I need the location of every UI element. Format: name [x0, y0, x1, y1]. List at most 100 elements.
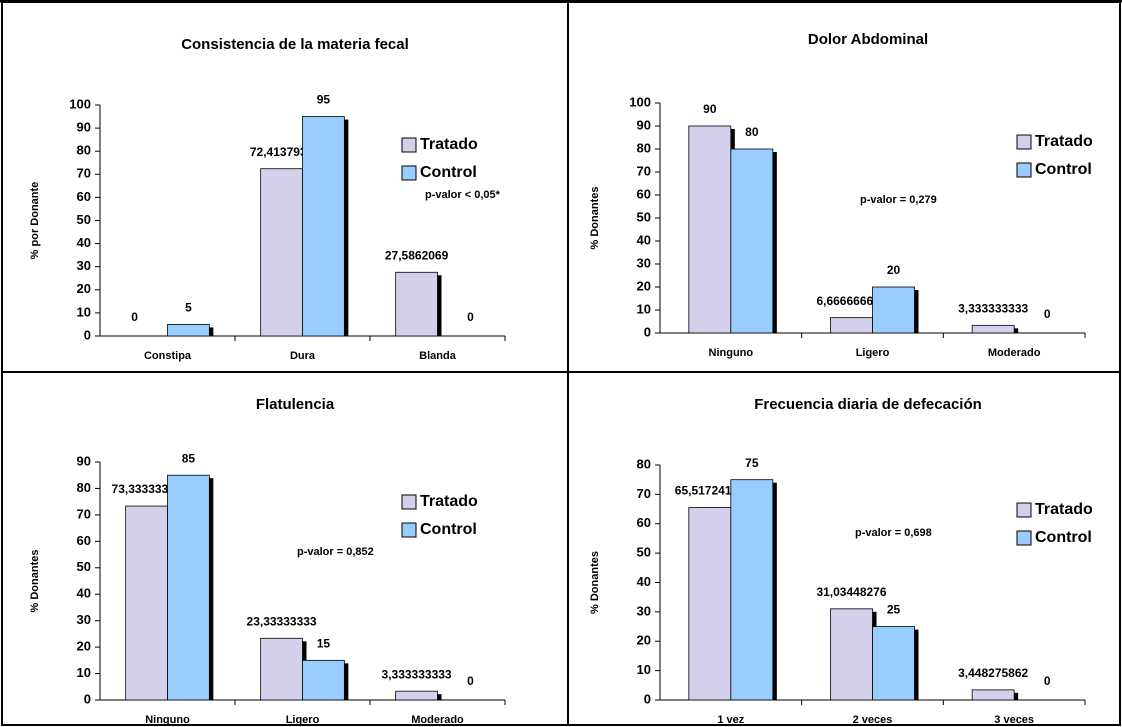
bar: [872, 626, 915, 701]
legend-swatch: [1016, 530, 1032, 546]
y-tick-label: 100: [69, 96, 91, 111]
value-label: 72,4137931: [250, 145, 314, 159]
x-tick-label: Ligero: [286, 714, 320, 726]
value-label: 90: [703, 102, 717, 116]
bar: [971, 689, 1015, 701]
value-label: 0: [1044, 674, 1051, 688]
y-tick-label: 80: [637, 140, 651, 155]
y-tick-label: 40: [77, 235, 91, 250]
y-tick-label: 80: [637, 456, 651, 471]
y-tick-label: 0: [644, 324, 651, 339]
y-tick-label: 0: [644, 691, 651, 706]
x-tick-label: 1 vez: [717, 714, 744, 726]
y-tick-label: 20: [77, 639, 91, 654]
y-tick-label: 50: [637, 209, 651, 224]
y-tick-label: 20: [637, 278, 651, 293]
x-tick-label: Ninguno: [145, 714, 190, 726]
y-tick-label: 70: [637, 486, 651, 501]
bar: [302, 116, 345, 337]
legend-label: Control: [420, 521, 477, 538]
y-tick-label: 60: [77, 189, 91, 204]
y-tick-label: 20: [637, 633, 651, 648]
value-label: 95: [317, 93, 331, 107]
bar: [730, 148, 774, 334]
legend-swatch: [401, 494, 417, 510]
y-tick-label: 10: [77, 304, 91, 319]
y-tick-label: 10: [77, 665, 91, 680]
x-tick-label: Moderado: [411, 714, 464, 726]
legend-swatch: [401, 522, 417, 538]
value-label: 80: [745, 125, 759, 139]
bar: [830, 317, 873, 334]
x-tick-label: Moderado: [988, 347, 1041, 359]
annotation: p-valor = 0,279: [860, 194, 937, 206]
y-tick-label: 70: [77, 506, 91, 521]
value-label: 31,03448276: [816, 585, 886, 599]
y-tick-label: 60: [637, 515, 651, 530]
legend-label: Control: [1035, 529, 1092, 546]
value-label: 73,33333333: [112, 482, 182, 496]
bar: [730, 479, 774, 701]
y-tick-label: 30: [77, 258, 91, 273]
bar: [830, 608, 873, 701]
value-label: 3,333333333: [958, 302, 1028, 316]
legend-label: Tratado: [1035, 133, 1093, 150]
y-tick-label: 80: [77, 480, 91, 495]
legend-swatch: [401, 165, 417, 181]
y-tick-label: 60: [77, 533, 91, 548]
bar: [302, 659, 345, 701]
chart-title: Dolor Abdominal: [808, 31, 928, 48]
y-axis-label: % Donantes: [29, 550, 41, 613]
y-tick-label: 90: [77, 453, 91, 468]
value-label: 5: [185, 301, 192, 315]
y-tick-label: 80: [77, 143, 91, 158]
bar: [688, 507, 732, 701]
panel-border: [567, 371, 1121, 726]
x-tick-label: Constipa: [144, 350, 192, 362]
y-tick-label: 90: [77, 120, 91, 135]
value-label: 20: [887, 263, 901, 277]
y-tick-label: 20: [77, 281, 91, 296]
y-axis-label: % Donantes: [589, 551, 601, 614]
legend-label: Control: [1035, 161, 1092, 178]
y-tick-label: 30: [77, 612, 91, 627]
y-tick-label: 90: [637, 117, 651, 132]
y-tick-label: 0: [84, 327, 91, 342]
y-tick-label: 50: [637, 545, 651, 560]
bar: [971, 324, 1015, 334]
x-tick-label: Ninguno: [709, 347, 754, 359]
legend-swatch: [1016, 502, 1032, 518]
bar: [688, 125, 732, 334]
legend-label: Tratado: [420, 493, 478, 510]
chart-title: Flatulencia: [256, 396, 335, 413]
y-tick-label: 70: [637, 163, 651, 178]
bar: [167, 474, 210, 701]
chart-title: Frecuencia diaria de defecación: [754, 396, 982, 413]
value-label: 0: [467, 310, 474, 324]
y-tick-label: 10: [637, 662, 651, 677]
legend-label: Tratado: [420, 136, 478, 153]
x-tick-label: Ligero: [856, 347, 890, 359]
bar: [395, 690, 438, 701]
bar: [395, 271, 438, 337]
y-tick-label: 30: [637, 255, 651, 270]
y-tick-label: 50: [77, 559, 91, 574]
value-label: 23,33333333: [247, 614, 317, 628]
value-label: 3,448275862: [958, 666, 1028, 680]
legend-label: Tratado: [1035, 501, 1093, 518]
legend-swatch: [401, 137, 417, 153]
value-label: 3,333333333: [382, 667, 452, 681]
value-label: 27,5862069: [385, 248, 449, 262]
value-label: 0: [131, 310, 138, 324]
y-tick-label: 40: [637, 232, 651, 247]
y-axis-label: % por Donante: [29, 182, 41, 260]
y-tick-label: 100: [629, 94, 651, 109]
chart-title: Consistencia de la materia fecal: [181, 36, 409, 53]
value-label: 25: [887, 603, 901, 617]
y-tick-label: 40: [77, 586, 91, 601]
y-tick-label: 50: [77, 212, 91, 227]
legend-swatch: [1016, 134, 1032, 150]
bar: [125, 505, 168, 701]
x-tick-label: 2 veces: [853, 714, 893, 726]
